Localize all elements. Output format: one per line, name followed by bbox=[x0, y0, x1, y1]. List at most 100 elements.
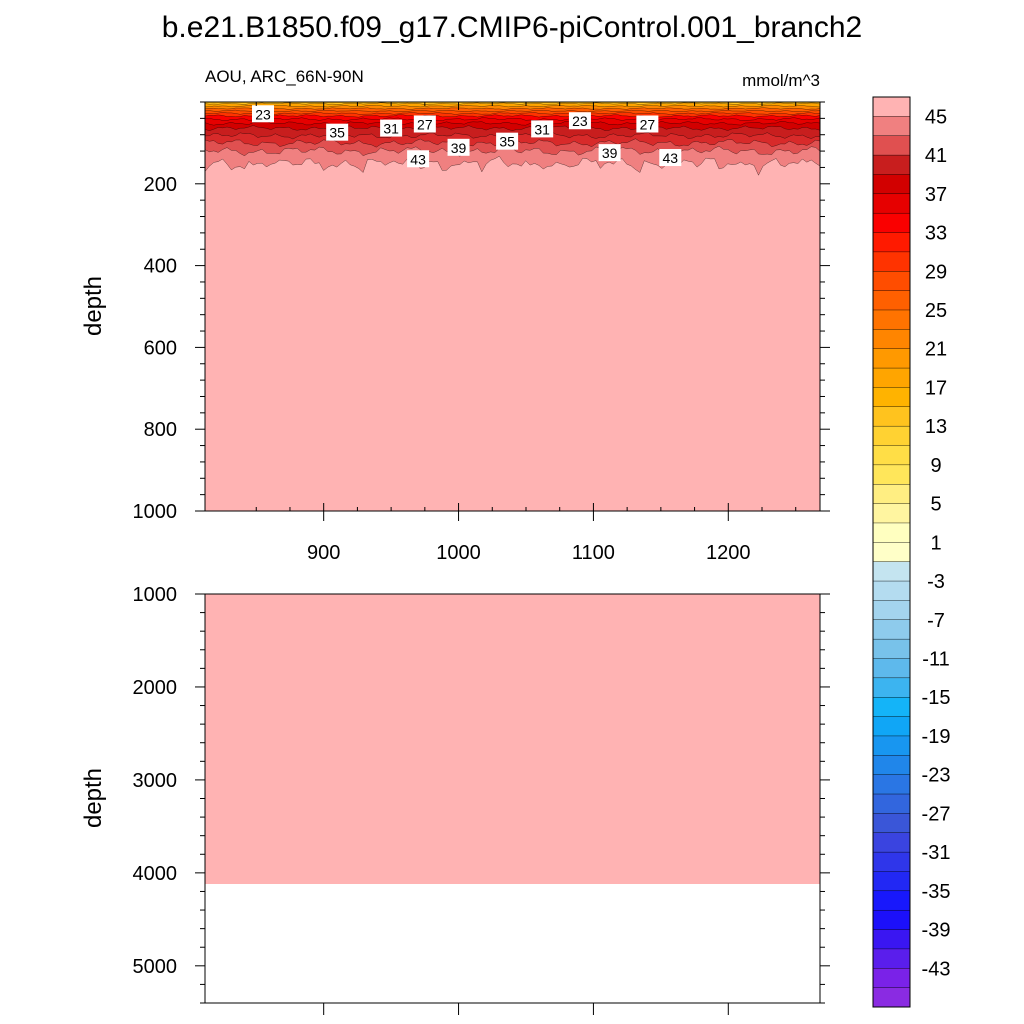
y-tick-label: 5000 bbox=[133, 956, 178, 978]
colorbar-swatch bbox=[872, 619, 911, 640]
contour-label-text: 23 bbox=[255, 106, 271, 122]
colorbar-swatch bbox=[872, 522, 911, 543]
contour-label: 39 bbox=[447, 138, 470, 156]
colorbar-swatch bbox=[872, 193, 911, 214]
contour-line bbox=[204, 109, 821, 113]
contour-label-text: 27 bbox=[417, 116, 433, 132]
colorbar-label: 5 bbox=[930, 494, 941, 516]
colorbar-swatch bbox=[872, 290, 911, 311]
upper-panel: 23 35 31 27 43 39 35 31 23 39 27 43 900 1000 1100 1200… bbox=[80, 101, 830, 564]
colorbar-swatch bbox=[872, 174, 911, 195]
contour-line bbox=[204, 120, 821, 126]
contour-label: 27 bbox=[636, 115, 659, 133]
upper-contour-fills bbox=[205, 102, 820, 511]
contour-label-text: 43 bbox=[410, 151, 426, 167]
colorbar-swatch bbox=[872, 851, 911, 872]
lower-panel: 1000 2000 3000 4000 5000 depth bbox=[80, 584, 830, 1015]
contour-label-text: 39 bbox=[602, 145, 618, 161]
colorbar-swatch bbox=[872, 658, 911, 679]
contour-label: 23 bbox=[251, 105, 274, 123]
colorbar-label: -11 bbox=[922, 649, 949, 671]
colorbar-swatch bbox=[872, 329, 911, 350]
left-string: AOU, ARC_66N-90N bbox=[205, 67, 364, 86]
colorbar-swatch bbox=[872, 309, 911, 330]
contour-line bbox=[204, 102, 821, 105]
colorbar-label: 45 bbox=[925, 106, 947, 128]
x-tick-label: 1000 bbox=[436, 542, 481, 564]
colorbar-swatch bbox=[872, 929, 911, 950]
x-tick-label: 1100 bbox=[572, 542, 615, 564]
colorbar-swatch bbox=[872, 948, 911, 969]
colorbar-swatch bbox=[872, 232, 911, 253]
colorbar-swatch bbox=[872, 638, 911, 659]
colorbar-swatch bbox=[872, 445, 911, 466]
colorbar-swatch bbox=[872, 909, 911, 931]
colorbar-label: 13 bbox=[925, 416, 947, 438]
colorbar-swatch bbox=[872, 464, 911, 485]
contour-label-box bbox=[598, 144, 621, 162]
colorbar-swatch bbox=[872, 96, 911, 117]
contour-label: 27 bbox=[413, 115, 436, 133]
colorbar-label: 33 bbox=[925, 223, 947, 245]
y-tick-label: 3000 bbox=[133, 770, 178, 792]
colorbar-swatch bbox=[872, 271, 911, 292]
colorbar-swatch bbox=[872, 154, 911, 175]
colorbar-swatch bbox=[872, 348, 911, 369]
upper-ticks: 900 1000 1100 1200 200 400 600 800 1000 bbox=[133, 101, 830, 564]
colorbar-label: -39 bbox=[922, 920, 951, 942]
contour-label: 35 bbox=[326, 123, 349, 141]
contour-label: 35 bbox=[496, 132, 519, 150]
colorbar-swatch bbox=[872, 387, 911, 408]
contour-label: 23 bbox=[568, 112, 591, 130]
colorbar-swatch bbox=[872, 367, 911, 388]
y-tick-label: 1000 bbox=[133, 584, 178, 606]
colorbar-label: -7 bbox=[927, 610, 945, 632]
colorbar-swatch bbox=[872, 425, 911, 447]
contour-label-text: 35 bbox=[329, 125, 345, 141]
lower-fill bbox=[205, 594, 820, 884]
contour-line bbox=[204, 155, 821, 176]
colorbar-swatch bbox=[872, 735, 911, 756]
colorbar-swatch bbox=[872, 135, 911, 156]
contour-label-box bbox=[531, 120, 554, 138]
colorbar-swatch bbox=[872, 580, 911, 601]
colorbar-swatch bbox=[872, 600, 911, 621]
deep-fill bbox=[205, 102, 820, 511]
colorbar-swatch bbox=[872, 716, 911, 737]
colorbar-swatch bbox=[872, 755, 911, 776]
upper-ylabel: depth bbox=[80, 276, 107, 336]
contour-label: 31 bbox=[380, 119, 403, 137]
y-tick-label: 400 bbox=[144, 256, 177, 278]
contour-label-box bbox=[496, 132, 519, 150]
contour-label-box bbox=[413, 115, 436, 133]
contour-label-box bbox=[636, 115, 659, 133]
contour-label: 39 bbox=[598, 144, 621, 162]
colorbar-swatch bbox=[872, 561, 911, 582]
colorbar-label: 17 bbox=[925, 377, 947, 399]
x-tick-label: 1200 bbox=[706, 542, 751, 564]
colorbar-label: -3 bbox=[927, 571, 945, 593]
contour-label-text: 31 bbox=[383, 121, 399, 137]
contour-line bbox=[204, 125, 821, 131]
colorbar-label: 41 bbox=[925, 145, 947, 167]
figure-title: b.e21.B1850.f09_g17.CMIP6-piControl.001_… bbox=[162, 11, 863, 44]
colorbar-swatch bbox=[872, 987, 911, 1008]
contour-label-box bbox=[251, 105, 274, 123]
colorbar-swatch bbox=[872, 774, 911, 795]
contour-line bbox=[205, 117, 821, 122]
colorbar-label: -19 bbox=[922, 726, 951, 748]
contour-label-box bbox=[659, 149, 682, 167]
contour-line bbox=[204, 104, 821, 108]
colorbar-label: 25 bbox=[925, 300, 947, 322]
colorbar: 45 41 37 33 29 25 21 17 13 9 5 1 -3 -7 -11 -15 -19 -23 -27… bbox=[872, 96, 951, 1008]
contour-label-text: 23 bbox=[572, 113, 588, 129]
colorbar-swatch bbox=[872, 116, 911, 137]
contour-label-text: 35 bbox=[499, 134, 515, 150]
colorbar-label: -31 bbox=[922, 842, 951, 864]
contour-label: 43 bbox=[659, 149, 682, 167]
contour-label: 43 bbox=[407, 150, 430, 168]
lower-ylabel: depth bbox=[80, 768, 107, 828]
colorbar-swatch bbox=[872, 212, 911, 234]
y-tick-label: 4000 bbox=[133, 863, 178, 885]
